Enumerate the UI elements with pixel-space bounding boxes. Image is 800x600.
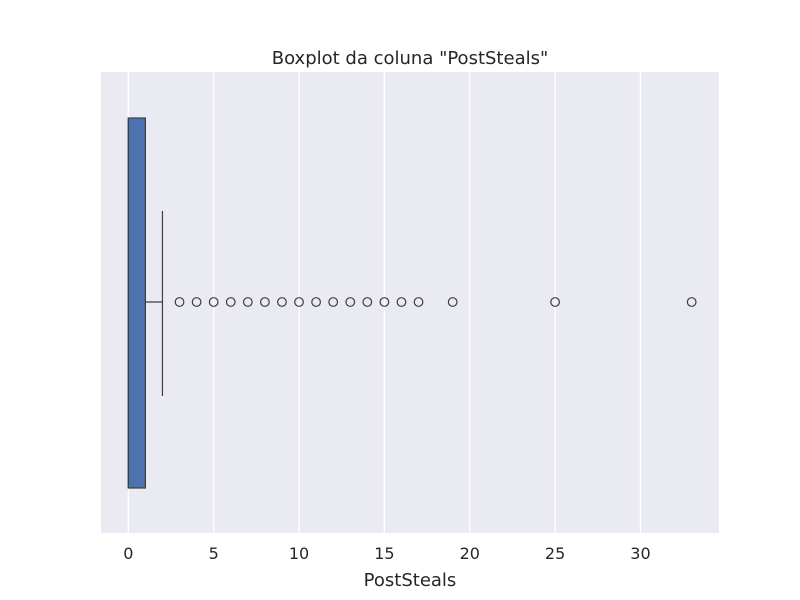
outlier-point-16 (396, 297, 407, 307)
outlier-point-8 (259, 297, 270, 307)
outlier-point-7 (242, 297, 253, 307)
outlier-points (174, 297, 697, 307)
outlier-point-9 (277, 297, 287, 307)
outlier-point-3 (174, 297, 185, 307)
outlier-point-14 (362, 297, 373, 307)
x-tick-label-5: 5 (209, 544, 219, 563)
x-tick-label-20: 20 (460, 544, 480, 563)
grid-lines (127, 72, 642, 533)
outlier-point-4 (191, 297, 202, 307)
x-axis-ticks: 0 5 10 15 20 25 30 (123, 544, 650, 563)
outlier-point-11 (311, 297, 322, 307)
outlier-point-17 (413, 297, 424, 307)
outlier-point-15 (379, 297, 390, 307)
outlier-point-10 (294, 297, 304, 307)
plot-area (101, 72, 719, 533)
outlier-point-12 (328, 297, 339, 307)
x-tick-label-15: 15 (374, 544, 394, 563)
x-axis-label: PostSteals (364, 570, 457, 591)
outlier-point-6 (225, 297, 236, 307)
outlier-point-33 (686, 297, 697, 307)
x-tick-label-25: 25 (545, 544, 565, 563)
outlier-point-13 (345, 297, 356, 307)
x-tick-label-0: 0 (123, 544, 133, 563)
outlier-point-19 (447, 297, 458, 307)
x-tick-label-10: 10 (289, 544, 309, 563)
iqr-box (127, 117, 146, 489)
outlier-point-5 (208, 297, 219, 307)
box-plot (127, 117, 164, 489)
outlier-point-25 (550, 297, 561, 307)
x-tick-label-30: 30 (630, 544, 650, 563)
chart-title: Boxplot da coluna "PostSteals" (272, 48, 549, 69)
